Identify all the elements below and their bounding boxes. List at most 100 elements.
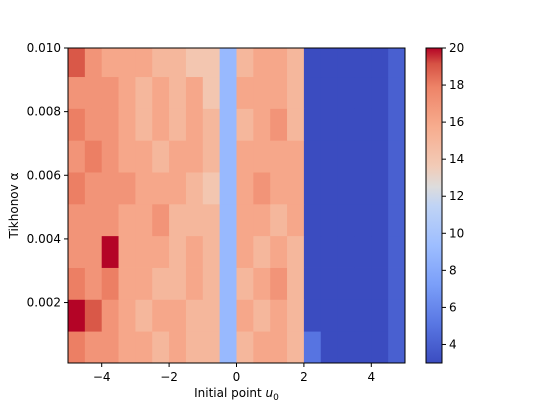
heatmap-cell xyxy=(84,172,103,205)
heatmap-cell xyxy=(185,203,204,237)
heatmap-cell xyxy=(185,76,204,109)
heatmap-cell xyxy=(337,172,355,205)
heatmap-cell xyxy=(303,267,322,300)
colorbar-tick-label: 10 xyxy=(449,226,464,240)
heatmap-cell xyxy=(320,235,338,268)
heatmap-cell xyxy=(118,331,136,364)
heatmap-cell xyxy=(152,267,170,300)
heatmap-cell xyxy=(135,267,153,300)
colorbar-tick-label: 16 xyxy=(449,115,464,129)
heatmap-cell xyxy=(185,299,204,332)
heatmap-cell xyxy=(270,108,288,141)
heatmap-cell xyxy=(337,267,355,300)
heatmap-cell xyxy=(68,299,86,332)
heatmap-cell xyxy=(371,108,389,141)
heatmap-cell xyxy=(135,48,153,78)
heatmap-cell xyxy=(337,48,355,78)
heatmap-cell xyxy=(84,267,103,300)
heatmap-cell xyxy=(388,267,406,300)
heatmap-cell xyxy=(354,235,372,268)
heatmap-cell xyxy=(337,203,355,237)
heatmap-cell xyxy=(388,76,406,109)
heatmap-cell xyxy=(287,267,305,300)
heatmap-cell xyxy=(185,235,204,268)
colorbar-tick-label: 4 xyxy=(449,337,457,351)
heatmap-cell xyxy=(101,299,119,332)
heatmap-cell xyxy=(236,299,254,332)
heatmap-cell xyxy=(236,140,254,173)
heatmap-cell xyxy=(135,235,153,268)
heatmap-cell xyxy=(303,48,322,78)
colorbar-tick-label: 8 xyxy=(449,263,457,277)
heatmap-cell xyxy=(371,331,389,364)
heatmap-cell xyxy=(101,140,119,173)
heatmap-cell xyxy=(287,299,305,332)
heatmap-cell xyxy=(202,331,221,364)
heatmap-cell xyxy=(253,299,271,332)
colorbar-tick-label: 18 xyxy=(449,78,464,92)
heatmap-cell xyxy=(84,48,103,78)
heatmap-cell xyxy=(253,235,271,268)
heatmap-cell xyxy=(68,331,86,364)
heatmap-cell xyxy=(202,172,221,205)
heatmap-cell xyxy=(84,331,103,364)
heatmap-cell xyxy=(202,203,221,237)
heatmap-cell xyxy=(202,76,221,109)
heatmap-cell xyxy=(287,331,305,364)
x-tick-label: −4 xyxy=(93,370,111,384)
heatmap-cell xyxy=(219,172,237,205)
heatmap-cell xyxy=(68,203,86,237)
heatmap-cell xyxy=(303,172,322,205)
heatmap-cell xyxy=(169,267,187,300)
heatmap-cell xyxy=(169,108,187,141)
heatmap-cell xyxy=(303,235,322,268)
heatmap-cell xyxy=(287,108,305,141)
heatmap-cell xyxy=(68,48,86,78)
heatmap-cell xyxy=(152,331,170,364)
heatmap-cell xyxy=(388,48,406,78)
heatmap-cell xyxy=(354,76,372,109)
heatmap-cell xyxy=(270,76,288,109)
heatmap-cell xyxy=(118,48,136,78)
heatmap-cell xyxy=(68,235,86,268)
colorbar xyxy=(425,47,443,364)
heatmap-cell xyxy=(253,203,271,237)
heatmap-cell xyxy=(354,203,372,237)
heatmap-cell xyxy=(118,267,136,300)
heatmap-cell xyxy=(101,108,119,141)
heatmap-cell xyxy=(118,235,136,268)
heatmap-cell xyxy=(135,299,153,332)
heatmap-cell xyxy=(287,48,305,78)
x-axis-label: Initial point u0 xyxy=(194,386,279,403)
heatmap-cell xyxy=(202,267,221,300)
heatmap-cell xyxy=(219,48,237,78)
heatmap-cell xyxy=(185,172,204,205)
heatmap-cell xyxy=(118,140,136,173)
heatmap-cell xyxy=(236,203,254,237)
heatmap-cell xyxy=(101,267,119,300)
heatmap-cell xyxy=(354,299,372,332)
y-tick-label: 0.002 xyxy=(27,296,61,310)
heatmap-cell xyxy=(101,331,119,364)
heatmap-cell xyxy=(202,48,221,78)
heatmap-cell xyxy=(270,48,288,78)
heatmap-cell xyxy=(337,235,355,268)
heatmap-cell xyxy=(287,203,305,237)
x-tick-label: −2 xyxy=(160,370,178,384)
heatmap-cell xyxy=(202,108,221,141)
y-tick-label: 0.006 xyxy=(27,168,61,182)
heatmap-cell xyxy=(101,235,119,268)
heatmap-cell xyxy=(303,331,322,364)
heatmap-cell xyxy=(152,48,170,78)
heatmap-cell xyxy=(236,76,254,109)
colorbar-tick-label: 12 xyxy=(449,189,464,203)
heatmap-cell xyxy=(202,235,221,268)
colorbar-tick-label: 20 xyxy=(449,41,464,55)
heatmap-cell xyxy=(253,331,271,364)
x-tick-label: 2 xyxy=(300,370,308,384)
heatmap-cell xyxy=(287,172,305,205)
y-tick-label: 0.008 xyxy=(27,105,61,119)
heatmap-cell xyxy=(84,140,103,173)
heatmap-cell xyxy=(337,299,355,332)
heatmap-cell xyxy=(219,331,237,364)
